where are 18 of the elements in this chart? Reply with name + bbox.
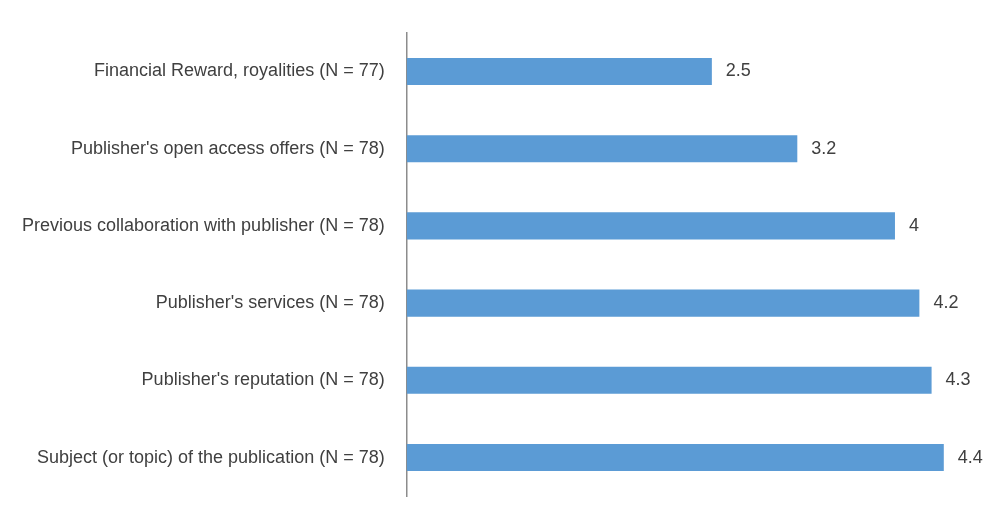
bar <box>406 444 944 472</box>
bar <box>406 57 712 85</box>
data-label: 3.2 <box>811 137 837 158</box>
data-label: 4 <box>908 214 919 235</box>
bar <box>406 212 895 240</box>
bar <box>406 289 920 317</box>
y-tick-label: Publisher's reputation (N = 78) <box>141 369 385 390</box>
data-label: 4.4 <box>957 446 983 467</box>
data-label: 4.2 <box>933 292 959 313</box>
y-tick-label: Publisher's services (N = 78) <box>155 292 385 313</box>
y-tick-label: Publisher's open access offers (N = 78) <box>70 137 385 158</box>
data-label: 4.3 <box>945 369 971 390</box>
bar <box>406 366 932 394</box>
y-tick-label: Subject (or topic) of the publication (N = 78) <box>36 446 385 467</box>
y-tick-label: Financial Reward, royalities (N = 77) <box>94 60 385 81</box>
data-label: 2.5 <box>725 60 751 81</box>
y-tick-label: Previous collaboration with publisher (N = 78) <box>21 214 385 235</box>
bar <box>406 135 798 163</box>
